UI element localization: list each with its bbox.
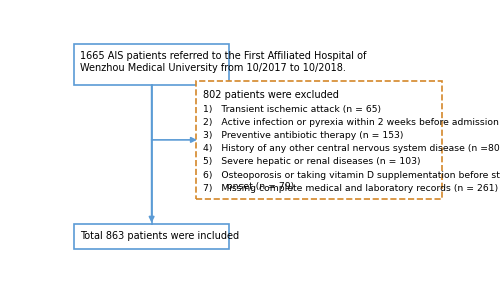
Text: Total 863 patients were included: Total 863 patients were included (80, 232, 238, 241)
FancyBboxPatch shape (196, 81, 442, 199)
Text: 6)   Osteoporosis or taking vitamin D supplementation before stroke
        onse: 6) Osteoporosis or taking vitamin D supp… (203, 171, 500, 191)
Text: 802 patients were excluded: 802 patients were excluded (203, 90, 339, 100)
Text: 2)   Active infection or pyrexia within 2 weeks before admission (n = 61): 2) Active infection or pyrexia within 2 … (203, 118, 500, 127)
FancyBboxPatch shape (74, 224, 229, 249)
Text: 5)   Severe hepatic or renal diseases (n = 103): 5) Severe hepatic or renal diseases (n =… (203, 157, 420, 166)
Text: 7)   Missing complete medical and laboratory records (n = 261): 7) Missing complete medical and laborato… (203, 184, 498, 193)
Text: 1665 AIS patients referred to the First Affiliated Hospital of
Wenzhou Medical U: 1665 AIS patients referred to the First … (80, 51, 366, 73)
Text: 1)   Transient ischemic attack (n = 65): 1) Transient ischemic attack (n = 65) (203, 105, 381, 114)
Text: 4)   History of any other central nervous system disease (n =80): 4) History of any other central nervous … (203, 144, 500, 153)
Text: 3)   Preventive antibiotic therapy (n = 153): 3) Preventive antibiotic therapy (n = 15… (203, 131, 404, 140)
FancyBboxPatch shape (74, 45, 229, 85)
